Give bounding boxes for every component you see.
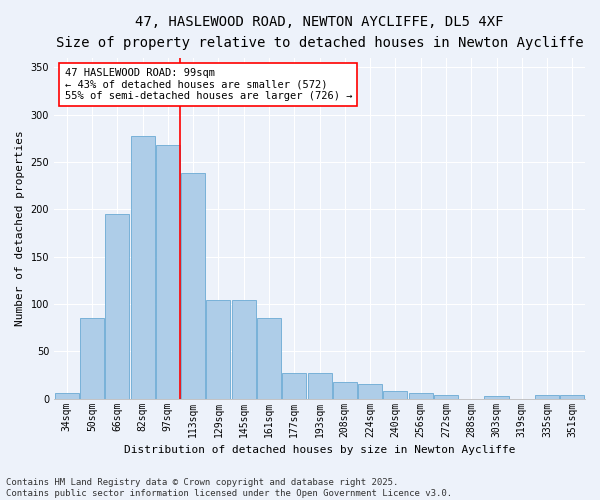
Bar — [105, 214, 129, 398]
Y-axis label: Number of detached properties: Number of detached properties — [15, 130, 25, 326]
Bar — [535, 395, 559, 398]
Bar — [232, 300, 256, 398]
Text: 47 HASLEWOOD ROAD: 99sqm
← 43% of detached houses are smaller (572)
55% of semi-: 47 HASLEWOOD ROAD: 99sqm ← 43% of detach… — [65, 68, 352, 101]
Bar — [156, 145, 180, 399]
Bar — [308, 373, 332, 398]
Bar — [257, 318, 281, 398]
Title: 47, HASLEWOOD ROAD, NEWTON AYCLIFFE, DL5 4XF
Size of property relative to detach: 47, HASLEWOOD ROAD, NEWTON AYCLIFFE, DL5… — [56, 15, 583, 50]
X-axis label: Distribution of detached houses by size in Newton Aycliffe: Distribution of detached houses by size … — [124, 445, 515, 455]
Bar — [131, 136, 155, 398]
Bar — [80, 318, 104, 398]
Bar — [560, 395, 584, 398]
Bar — [206, 300, 230, 398]
Bar — [383, 391, 407, 398]
Bar — [282, 373, 306, 398]
Bar — [181, 173, 205, 398]
Bar — [333, 382, 357, 398]
Bar — [55, 393, 79, 398]
Bar — [484, 396, 509, 398]
Bar — [409, 393, 433, 398]
Text: Contains HM Land Registry data © Crown copyright and database right 2025.
Contai: Contains HM Land Registry data © Crown c… — [6, 478, 452, 498]
Bar — [434, 395, 458, 398]
Bar — [358, 384, 382, 398]
